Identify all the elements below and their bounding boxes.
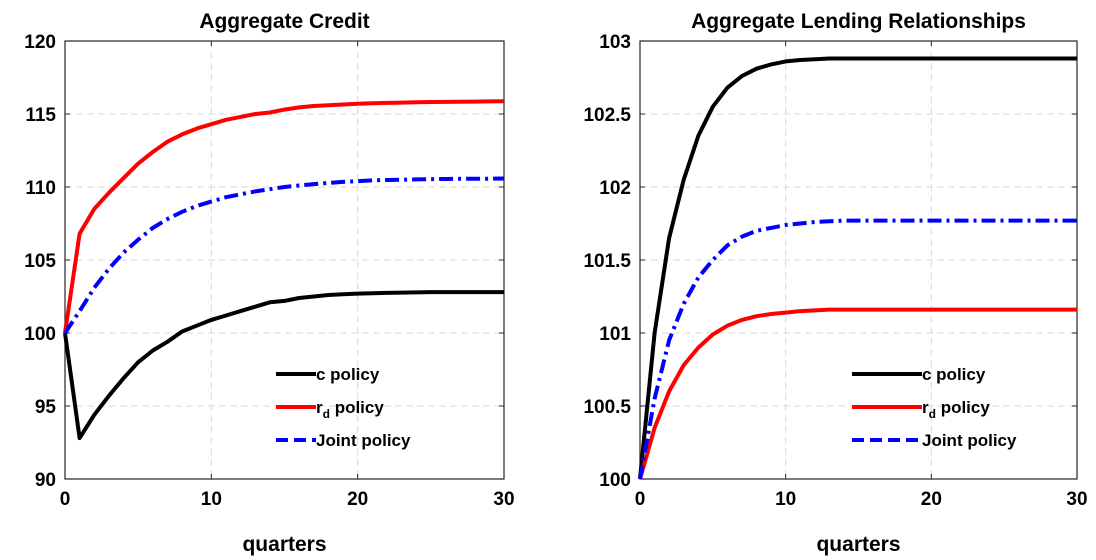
x-tick-label: 0 — [60, 489, 71, 510]
x-tick-label: 0 — [635, 489, 646, 510]
y-tick-label: 100 — [599, 470, 631, 491]
x-axis-label: quarters — [816, 533, 900, 556]
x-tick-label: 10 — [775, 489, 796, 510]
y-tick-label: 105 — [24, 251, 56, 272]
y-tick-label: 115 — [25, 105, 56, 126]
legend: c policy rd policy Joint policy — [852, 365, 1017, 450]
legend: c policy rd policy Joint policy — [276, 365, 411, 450]
plot-area — [640, 41, 1077, 479]
chart-title: Aggregate Lending Relationships — [691, 10, 1026, 33]
y-tick-label: 101 — [599, 324, 631, 345]
series-line-2 — [63, 99, 505, 334]
y-tick-label: 100.5 — [583, 397, 631, 418]
chart-panel-1: 0 10 20 30 90 95 100 105 110 115 120 Aggregate Cred… — [24, 10, 514, 556]
chart-title: Aggregate Credit — [199, 10, 369, 33]
y-tick-label: 120 — [24, 32, 56, 53]
x-tick-label: 30 — [493, 489, 514, 510]
series-line-3 — [63, 176, 505, 335]
x-tick-label: 20 — [921, 489, 942, 510]
y-tick-label: 102 — [599, 178, 631, 199]
x-tick-label: 10 — [201, 489, 222, 510]
legend-label: Joint policy — [922, 431, 1017, 450]
y-tick-label: 101.5 — [583, 251, 631, 272]
legend-label: c policy — [922, 365, 986, 384]
y-tick-label: 110 — [25, 178, 56, 199]
chart-panel-2: 0 10 20 30 100 100.5 101 101.5 102 102.5 103 Aggreg… — [583, 10, 1087, 556]
x-axis-label: quarters — [242, 533, 326, 556]
x-tick-label: 30 — [1066, 489, 1087, 510]
legend-label: c policy — [316, 365, 380, 384]
y-tick-label: 102.5 — [583, 105, 631, 126]
x-tick-label: 20 — [347, 489, 368, 510]
plot-area — [65, 41, 504, 479]
y-tick-label: 95 — [35, 397, 57, 418]
series-line-1 — [63, 290, 504, 441]
legend-label: rd policy — [922, 398, 990, 421]
series-line-1 — [638, 56, 1077, 480]
series-line-2 — [638, 307, 1077, 480]
y-tick-label: 100 — [24, 324, 56, 345]
series-line-3 — [638, 218, 1077, 480]
y-tick-label: 90 — [35, 470, 56, 491]
legend-label: Joint policy — [316, 431, 411, 450]
legend-label: rd policy — [316, 398, 384, 421]
y-tick-label: 103 — [599, 32, 631, 53]
